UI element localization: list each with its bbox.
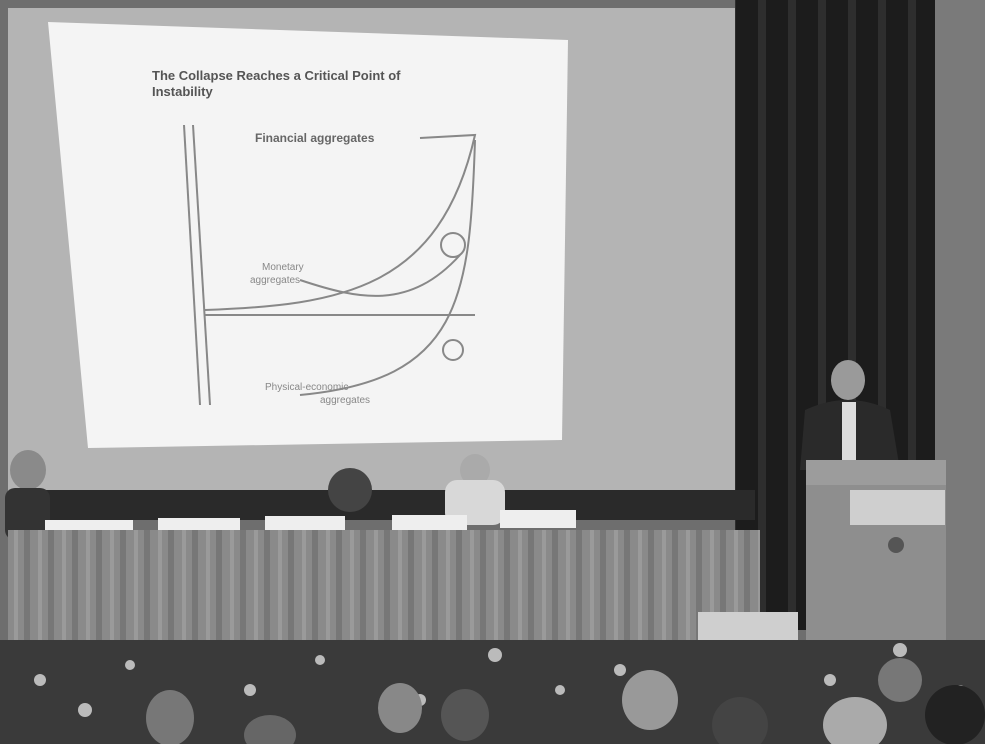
- page: The Collapse Reaches a Critical Point of…: [0, 0, 985, 744]
- slide-label: aggregates: [320, 395, 370, 406]
- slide-label: aggregates: [250, 275, 300, 286]
- slide-title: The Collapse Reaches a Critical Point of: [152, 68, 401, 83]
- flowers: [328, 468, 372, 512]
- slide-label: Financial aggregates: [255, 131, 375, 145]
- person: [10, 450, 46, 490]
- podium-sign: [850, 490, 945, 525]
- shirt: [842, 402, 856, 462]
- slide-label: Physical-economic: [265, 382, 348, 393]
- photo: The Collapse Reaches a Critical Point of…: [0, 0, 985, 744]
- podium-top: [806, 460, 946, 485]
- logo: [888, 537, 904, 553]
- slide-title: Instability: [152, 84, 213, 99]
- speaker-head: [831, 360, 865, 400]
- slide-label: Monetary: [262, 262, 304, 273]
- table-skirt: [8, 530, 760, 640]
